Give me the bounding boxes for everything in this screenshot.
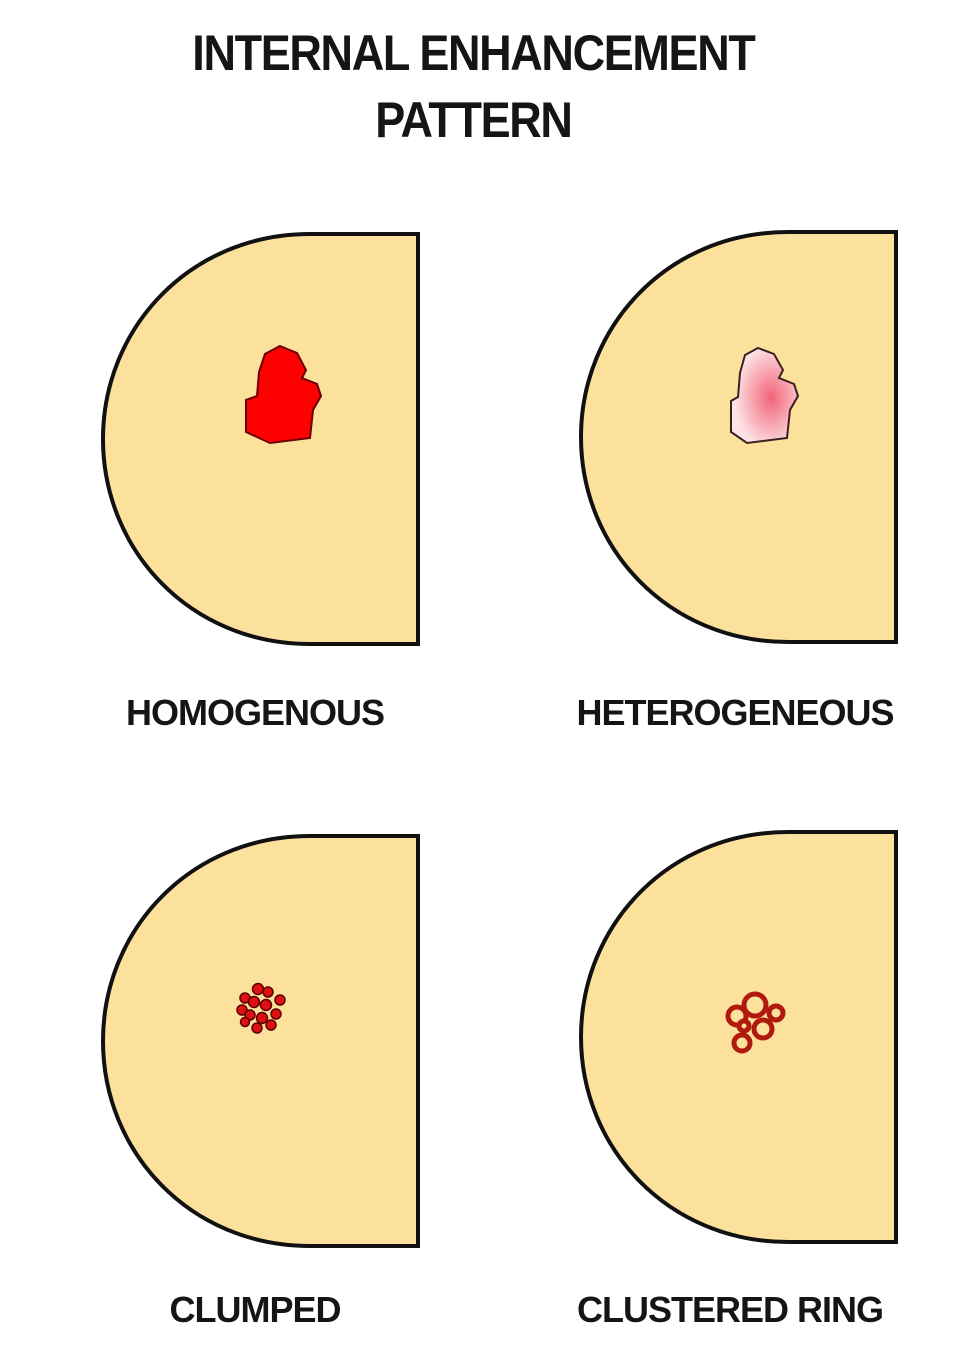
clumped-dot [259, 998, 273, 1012]
clustered-ring-enhancement [725, 991, 786, 1054]
homogenous-breast-figure [100, 232, 420, 646]
clumped-dot [274, 994, 286, 1006]
clumped-dot [270, 1008, 282, 1020]
panel-homogenous [100, 230, 425, 648]
caption-heterogeneous: HETEROGENEOUS [576, 692, 894, 733]
clumped-dot [251, 982, 265, 996]
clustered-ring-breast-figure [578, 830, 898, 1244]
diagram-title-line-2: PATTERN [375, 92, 573, 148]
clumped-dot [255, 1011, 269, 1025]
ring [741, 991, 769, 1019]
ring [766, 1003, 786, 1023]
caption-clumped: CLUMPED [169, 1289, 342, 1330]
clumped-dot [239, 1016, 251, 1028]
panel-clustered-ring [578, 828, 903, 1246]
panel-heterogeneous [578, 228, 903, 646]
ring [736, 1018, 752, 1034]
clumped-dot [251, 1022, 263, 1034]
clumped-dot [247, 995, 261, 1009]
clumped-dot [236, 1004, 248, 1016]
diagram-title-line-1: INTERNAL ENHANCEMENT [192, 25, 756, 81]
breast-outline [100, 834, 420, 1248]
caption-homogenous: HOMOGENOUS [125, 692, 385, 733]
ring [751, 1017, 775, 1041]
caption-clustered-ring: CLUSTERED RING [576, 1289, 884, 1330]
clumped-enhancement-cluster [236, 982, 286, 1034]
clumped-dot [265, 1019, 277, 1031]
clumped-breast-figure [100, 834, 420, 1248]
heterogeneous-lesion [730, 346, 800, 445]
ring [731, 1032, 753, 1054]
panel-clumped [100, 832, 425, 1250]
heterogeneous-breast-figure [578, 230, 898, 644]
homogenous-lesion [245, 344, 323, 445]
clumped-dot [262, 986, 274, 998]
